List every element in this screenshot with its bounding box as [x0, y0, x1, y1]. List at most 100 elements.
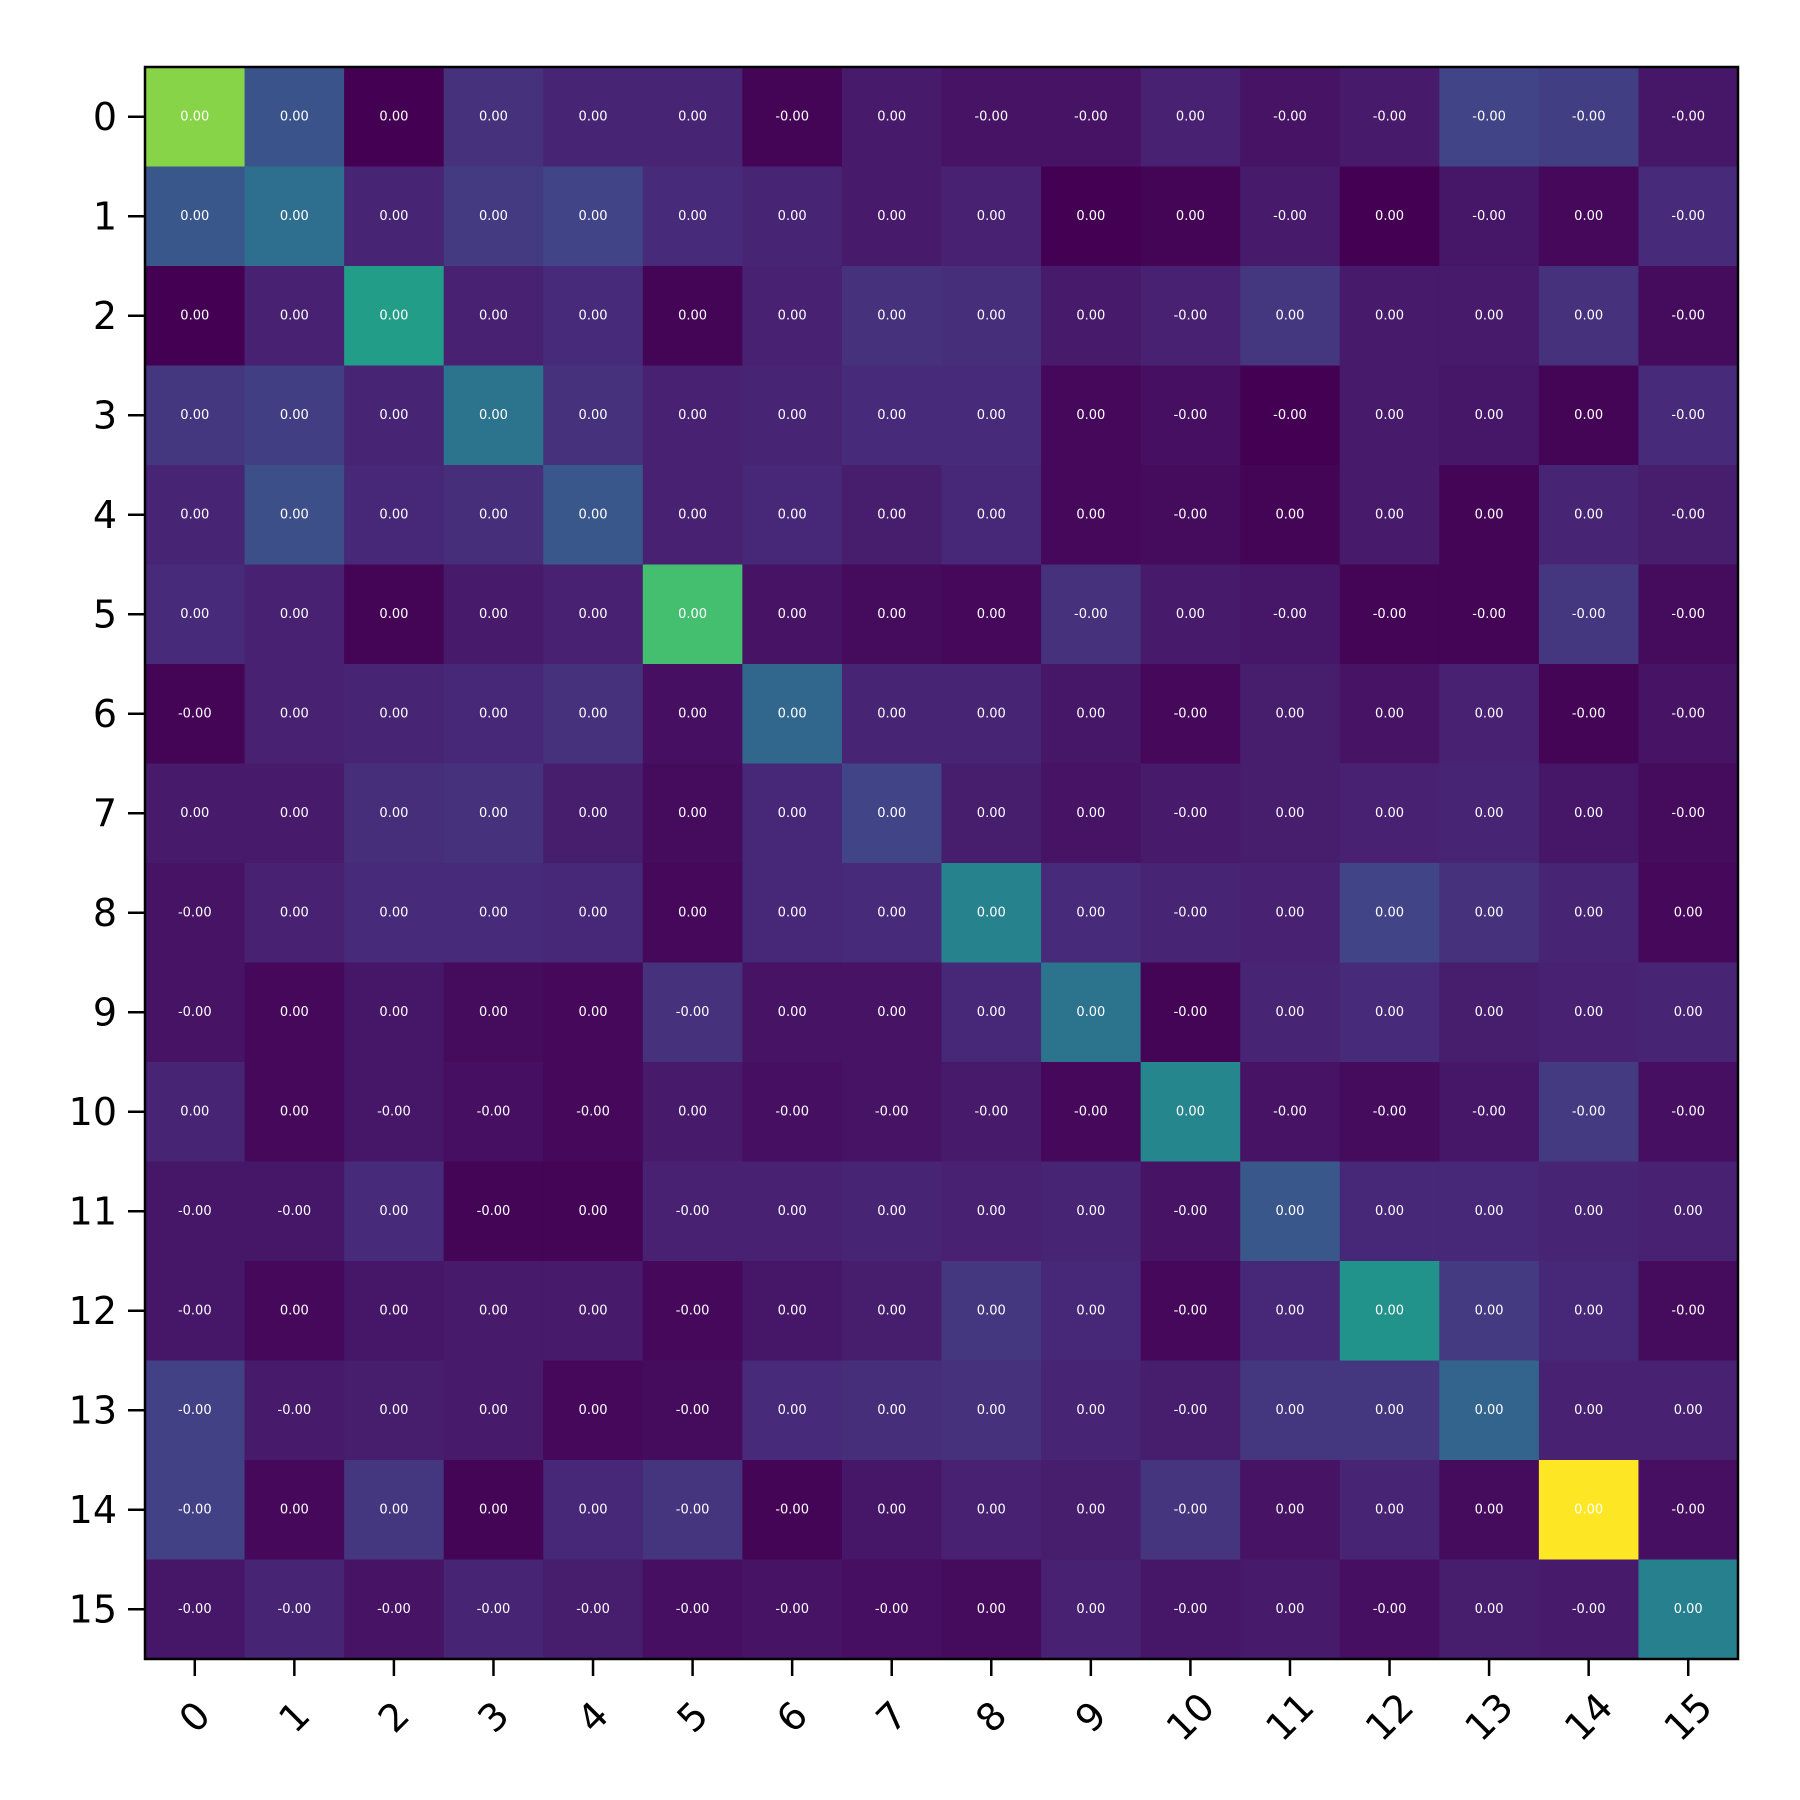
cell-value-label: 0.00	[1475, 806, 1504, 821]
cell-value-label: 0.00	[1574, 1204, 1603, 1219]
heatmap-cell	[1538, 1062, 1639, 1162]
cell-value-label: -0.00	[1273, 408, 1307, 423]
heatmap-cell	[1538, 266, 1639, 366]
cell-value-label: 0.00	[1574, 1303, 1603, 1318]
cell-value-label: -0.00	[576, 1104, 610, 1119]
heatmap-cell	[543, 1460, 644, 1560]
heatmap-cell	[1638, 1559, 1739, 1660]
heatmap-cell	[543, 564, 644, 665]
cell-value-label: -0.00	[1174, 408, 1208, 423]
heatmap-cell	[344, 664, 445, 764]
cell-value-label: 0.00	[1076, 1403, 1105, 1418]
cell-value-label: 0.00	[379, 209, 408, 224]
heatmap-cell	[344, 962, 445, 1063]
cell-value-label: -0.00	[178, 1502, 212, 1517]
cell-value-label: 0.00	[778, 209, 807, 224]
cell-value-label: -0.00	[1174, 507, 1208, 522]
heatmap-cell	[1439, 266, 1540, 366]
heatmap-cell	[1041, 1261, 1142, 1361]
heatmap-cell	[443, 1261, 544, 1361]
cell-value-label: 0.00	[479, 408, 508, 423]
heatmap-cell	[1140, 1559, 1241, 1660]
heatmap-cell	[742, 962, 843, 1063]
cell-value-label: -0.00	[1174, 308, 1208, 323]
heatmap-cell	[941, 664, 1042, 764]
heatmap-cell	[344, 1161, 445, 1262]
cell-value-label: 0.00	[1076, 905, 1105, 920]
heatmap-cell	[941, 465, 1042, 565]
cell-value-label: 0.00	[977, 1602, 1006, 1617]
heatmap-cell	[145, 664, 246, 764]
heatmap-cell	[145, 863, 246, 963]
heatmap-cell	[841, 1460, 942, 1560]
heatmap-cell	[742, 863, 843, 963]
heatmap-cell	[1339, 763, 1440, 864]
cell-value-label: 0.00	[1176, 607, 1205, 622]
heatmap-cell	[244, 1062, 345, 1162]
heatmap-cell	[244, 266, 345, 366]
cell-value-label: 0.00	[280, 607, 309, 622]
cell-value-label: 0.00	[1475, 1403, 1504, 1418]
cell-value-label: 0.00	[379, 408, 408, 423]
heatmap-cell	[145, 763, 246, 864]
heatmap-cell	[1439, 763, 1540, 864]
heatmap-cell	[543, 763, 644, 864]
heatmap-cell	[1140, 564, 1241, 665]
cell-value-label: -0.00	[1174, 706, 1208, 721]
heatmap-cell	[1041, 67, 1142, 167]
cell-value-label: -0.00	[1472, 1104, 1506, 1119]
heatmap-cell	[1339, 166, 1440, 267]
heatmap-cell	[1339, 1261, 1440, 1361]
heatmap-cell	[742, 1062, 843, 1162]
cell-value-label: -0.00	[1273, 209, 1307, 224]
heatmap-cell	[941, 763, 1042, 864]
heatmap-cell	[1638, 962, 1739, 1063]
cell-value-label: 0.00	[1574, 308, 1603, 323]
cell-value-label: -0.00	[178, 1602, 212, 1617]
cell-value-label: 0.00	[977, 1403, 1006, 1418]
cell-value-label: 0.00	[1475, 706, 1504, 721]
heatmap-cell	[841, 166, 942, 267]
heatmap-cell	[742, 763, 843, 864]
heatmap-cell	[543, 1261, 644, 1361]
cell-value-label: -0.00	[178, 1005, 212, 1020]
heatmap-cell	[1339, 67, 1440, 167]
heatmap-cell	[642, 1360, 743, 1461]
heatmap-cell	[1041, 1559, 1142, 1660]
heatmap-cell	[1638, 763, 1739, 864]
heatmap-cell	[145, 365, 246, 466]
cell-value-label: 0.00	[1076, 706, 1105, 721]
heatmap-cell	[145, 1360, 246, 1461]
cell-value-label: -0.00	[1472, 109, 1506, 124]
y-tick-label: 5	[93, 592, 117, 636]
cell-value-label: 0.00	[1275, 308, 1304, 323]
heatmap-cell	[1240, 365, 1341, 466]
heatmap-cell	[1638, 266, 1739, 366]
cell-value-label: 0.00	[479, 1502, 508, 1517]
heatmap-cell	[1140, 465, 1241, 565]
y-tick-label: 12	[69, 1289, 117, 1333]
heatmap-cell	[344, 166, 445, 267]
heatmap-cell	[244, 1559, 345, 1660]
heatmap-cell	[941, 67, 1042, 167]
cell-value-label: 0.00	[379, 507, 408, 522]
heatmap-cell	[1638, 166, 1739, 267]
cell-value-label: -0.00	[676, 1005, 710, 1020]
heatmap-cell	[1538, 763, 1639, 864]
cell-value-label: -0.00	[178, 1303, 212, 1318]
cell-value-label: 0.00	[778, 1005, 807, 1020]
heatmap-cell	[841, 1559, 942, 1660]
heatmap-cell	[1240, 465, 1341, 565]
heatmap-cell	[1439, 166, 1540, 267]
heatmap-cell	[642, 763, 743, 864]
cell-value-label: 0.00	[180, 209, 209, 224]
heatmap-cell	[1339, 664, 1440, 764]
cell-value-label: 0.00	[778, 408, 807, 423]
cell-value-label: 0.00	[1375, 507, 1404, 522]
cell-value-label: 0.00	[579, 1303, 608, 1318]
heatmap-cell	[742, 266, 843, 366]
cell-value-label: -0.00	[477, 1602, 511, 1617]
cell-value-label: 0.00	[479, 109, 508, 124]
heatmap-cell	[443, 1161, 544, 1262]
cell-value-label: 0.00	[579, 806, 608, 821]
